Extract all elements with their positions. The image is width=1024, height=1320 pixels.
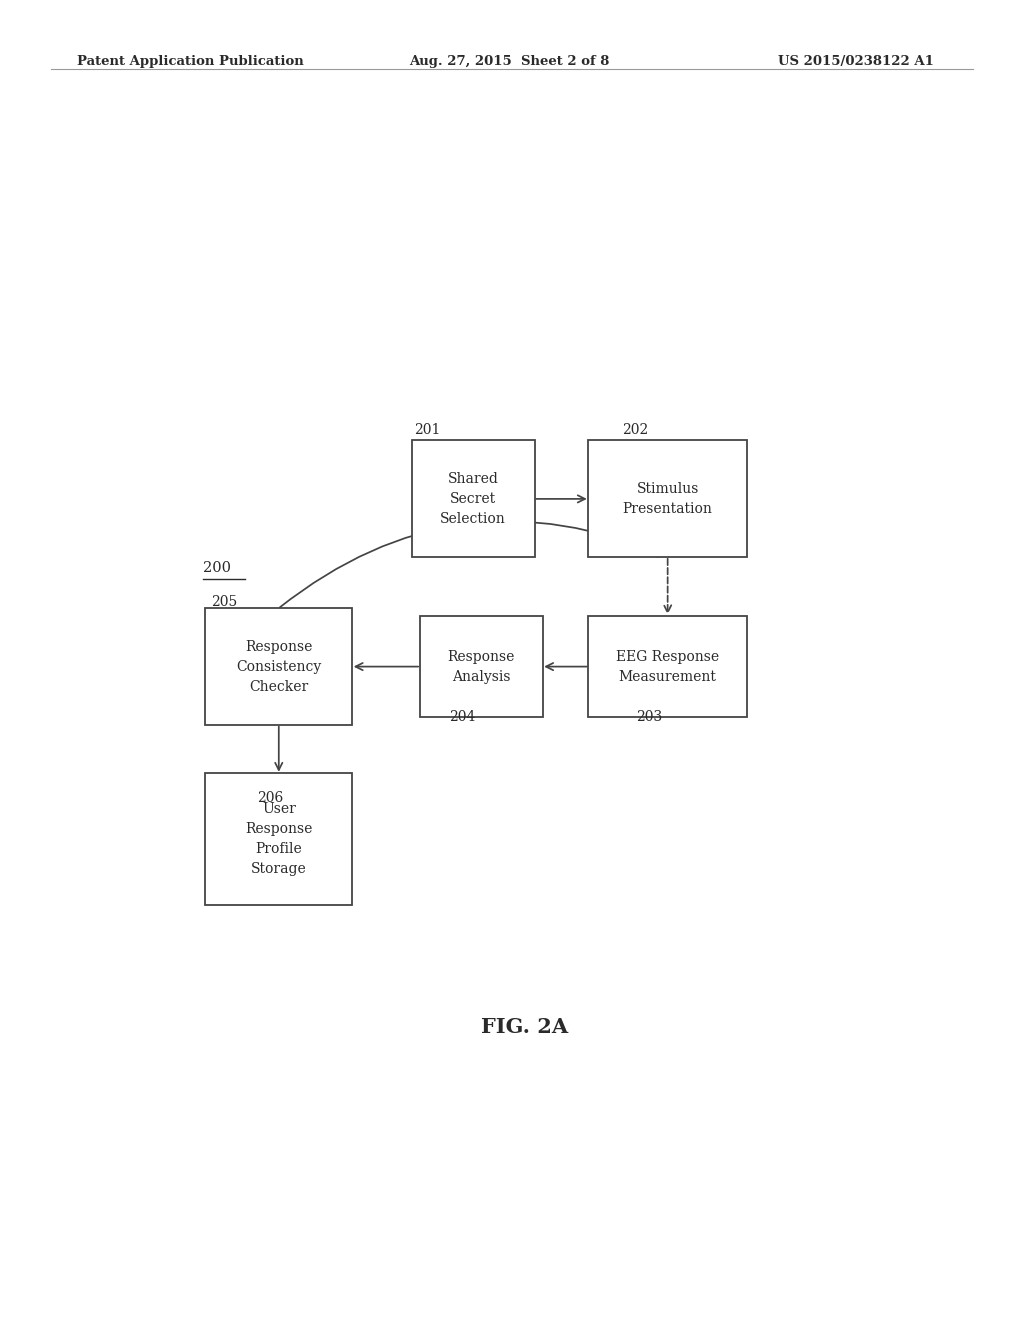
FancyArrowPatch shape [546,663,587,671]
FancyArrowPatch shape [275,726,283,770]
Text: 200: 200 [204,561,231,576]
Text: Stimulus
Presentation: Stimulus Presentation [623,482,713,516]
Bar [588,615,748,718]
Text: Shared
Secret
Selection: Shared Secret Selection [440,471,506,525]
Text: Response
Analysis: Response Analysis [447,649,515,684]
Text: User
Response
Profile
Storage: User Response Profile Storage [245,803,312,876]
Text: US 2015/0238122 A1: US 2015/0238122 A1 [778,55,934,69]
Bar [412,441,535,557]
Text: 204: 204 [450,710,476,725]
Text: 205: 205 [211,595,238,610]
FancyArrowPatch shape [280,521,665,607]
Bar [206,774,352,906]
Text: EEG Response
Measurement: EEG Response Measurement [616,649,719,684]
Text: 202: 202 [623,422,648,437]
FancyArrowPatch shape [537,495,585,503]
Text: Aug. 27, 2015  Sheet 2 of 8: Aug. 27, 2015 Sheet 2 of 8 [410,55,610,69]
Bar [206,609,352,725]
Text: Response
Consistency
Checker: Response Consistency Checker [237,640,322,693]
FancyArrowPatch shape [355,663,418,671]
Text: 203: 203 [636,710,663,725]
Text: 206: 206 [257,791,284,805]
FancyArrowPatch shape [664,558,672,612]
Bar [420,615,543,718]
Text: FIG. 2A: FIG. 2A [481,1018,568,1038]
Text: 201: 201 [414,422,440,437]
Bar [588,441,748,557]
Text: Patent Application Publication: Patent Application Publication [77,55,303,69]
